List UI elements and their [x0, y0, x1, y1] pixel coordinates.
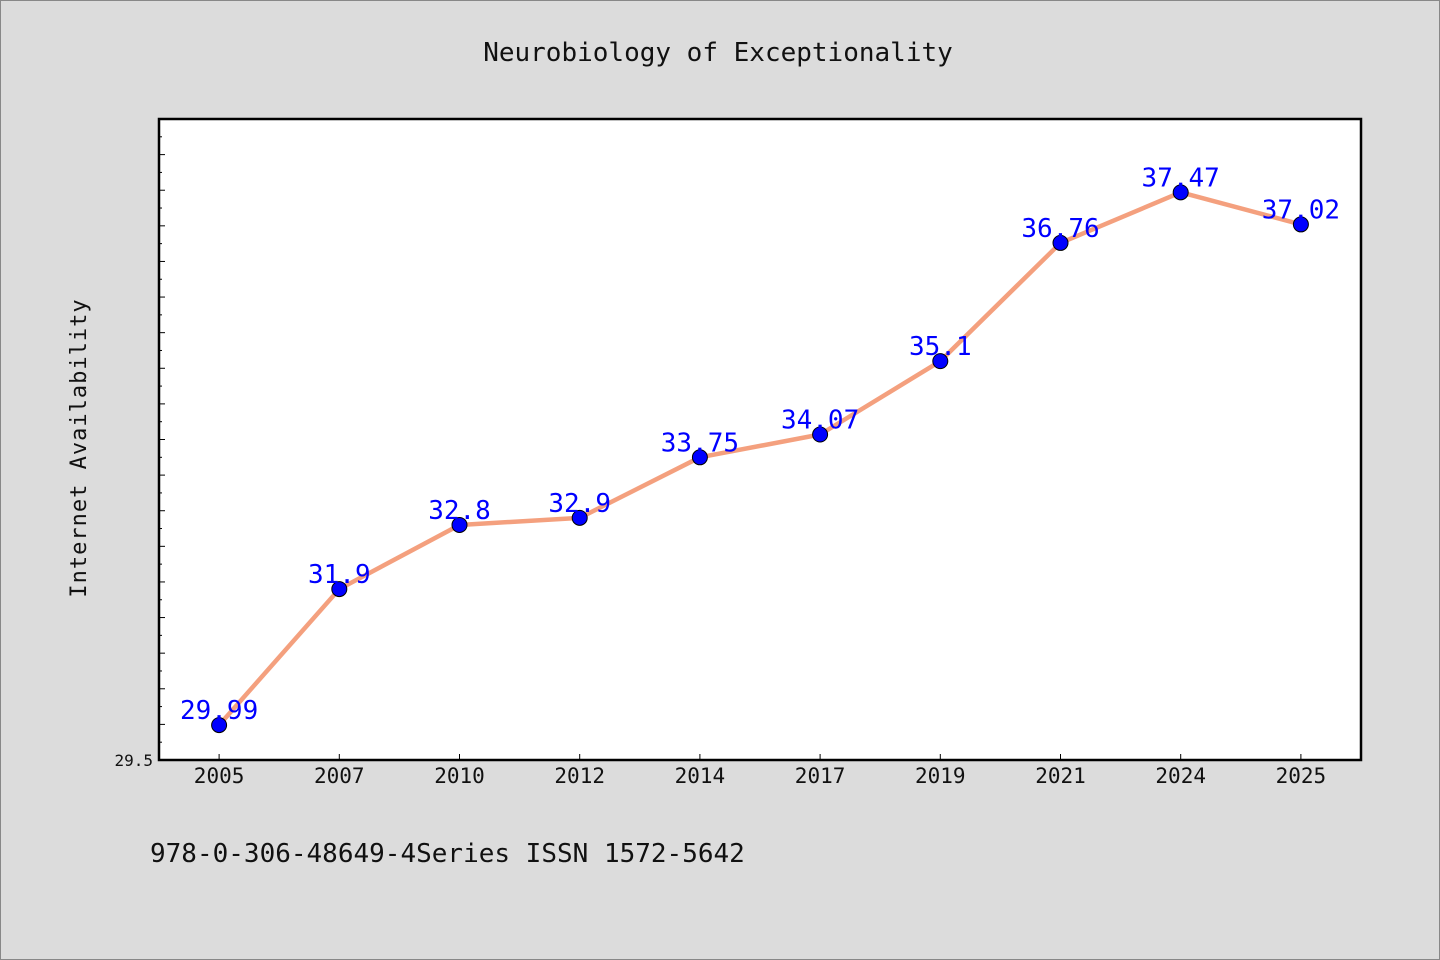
- x-tick-label: 2012: [554, 764, 605, 788]
- data-label: 37.02: [1262, 195, 1340, 225]
- y-axis-label: Internet Availability: [67, 298, 92, 597]
- x-tick-label: 2025: [1276, 764, 1327, 788]
- data-label: 37.47: [1142, 163, 1220, 193]
- x-tick-label: 2014: [675, 764, 726, 788]
- y-axis-ticks: [159, 136, 165, 743]
- data-label: 29.99: [180, 696, 258, 726]
- series-line: [216, 190, 1304, 728]
- data-point: [451, 516, 468, 533]
- data-label: 36.76: [1021, 214, 1099, 244]
- data-point: [1172, 184, 1189, 201]
- data-point: [211, 717, 228, 734]
- data-label: 34.07: [781, 406, 859, 436]
- data-points: [211, 184, 1309, 734]
- x-tick-label: 2019: [915, 764, 966, 788]
- x-tick-label: 2007: [314, 764, 365, 788]
- data-label: 32.8: [428, 496, 491, 526]
- chart-title: Neurobiology of Exceptionality: [483, 38, 953, 68]
- data-point: [331, 581, 348, 598]
- data-label: 31.9: [308, 560, 371, 590]
- footer-text: 978-0-306-48649-4Series ISSN 1572-5642: [150, 839, 745, 869]
- data-point: [812, 426, 829, 443]
- data-point: [932, 353, 949, 370]
- data-point: [1292, 216, 1309, 233]
- data-point: [571, 509, 588, 526]
- data-label: 33.75: [661, 428, 739, 458]
- data-label: 35.1: [909, 332, 972, 362]
- data-label: 32.9: [548, 489, 611, 519]
- plot-area: [157, 117, 1363, 762]
- x-tick-label: 2010: [434, 764, 485, 788]
- data-labels: 29.99 31.9 32.8 32.9 33.75 34.07 35.1 36.76 37.4…: [180, 163, 1340, 726]
- x-tick-label: 2021: [1035, 764, 1086, 788]
- x-axis: 2005 2007 2010 2012 2014 2017 2019 2021 2024 2025: [194, 754, 1326, 788]
- data-point: [691, 449, 708, 466]
- x-tick-label: 2024: [1155, 764, 1206, 788]
- x-tick-label: 2005: [194, 764, 245, 788]
- x-tick-label: 2017: [795, 764, 846, 788]
- y-tick-label: 29.5: [114, 751, 153, 770]
- data-point: [1052, 234, 1069, 251]
